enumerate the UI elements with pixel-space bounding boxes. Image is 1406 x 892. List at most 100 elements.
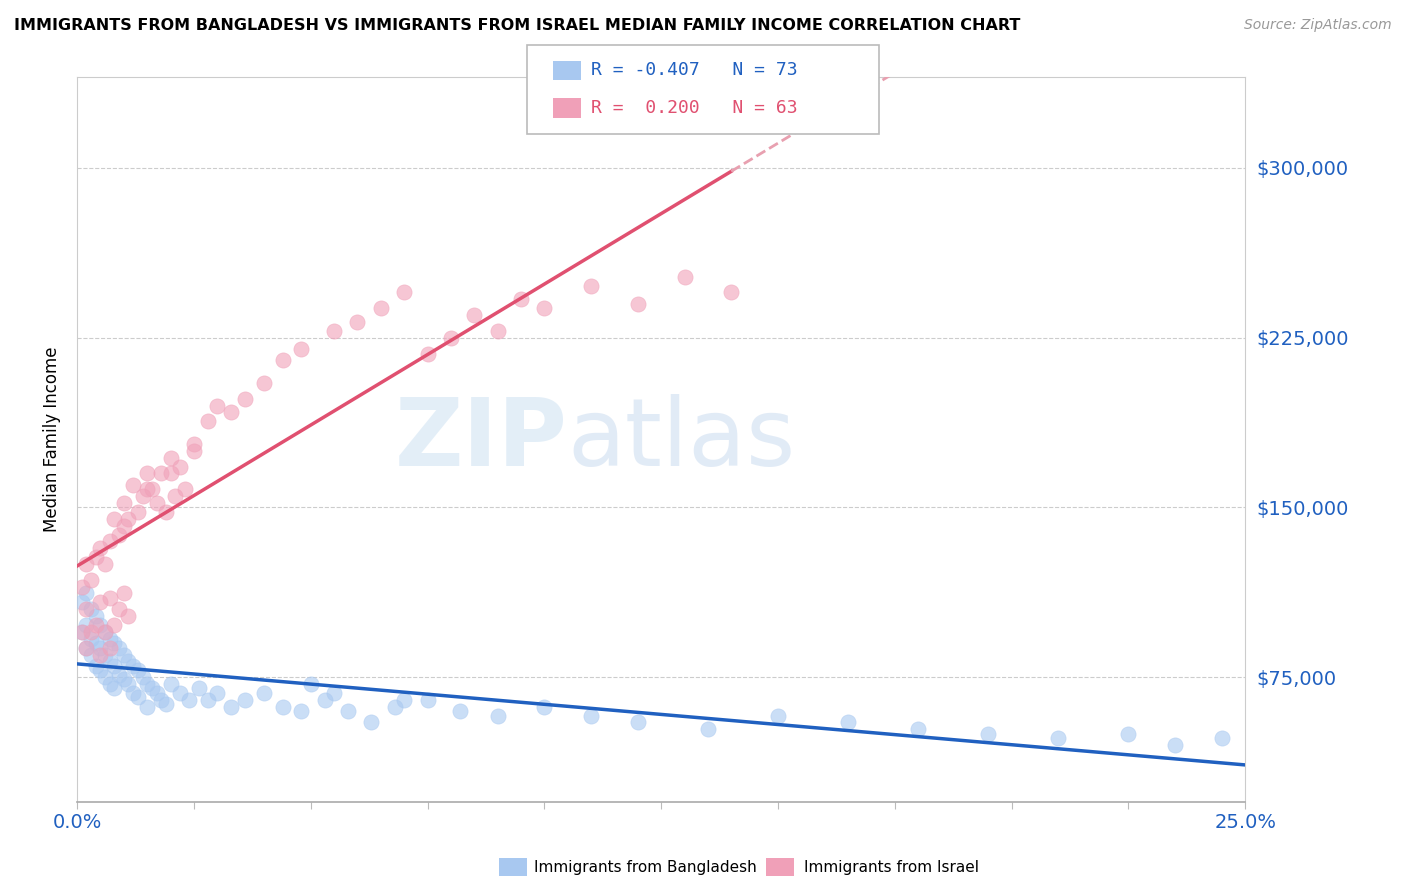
Point <box>98 632 121 646</box>
Point <box>84 618 107 632</box>
Text: ZIP: ZIP <box>395 393 568 485</box>
Point <box>165 489 187 503</box>
Point <box>89 595 111 609</box>
Point <box>1118 727 1140 741</box>
Y-axis label: Median Family Income: Median Family Income <box>44 347 60 533</box>
Point <box>219 405 242 419</box>
Point <box>98 677 121 691</box>
Point <box>696 722 718 736</box>
Point <box>384 699 406 714</box>
Point <box>416 692 439 706</box>
Point <box>207 686 229 700</box>
Point <box>627 297 650 311</box>
Point <box>75 640 97 655</box>
Point <box>127 690 149 705</box>
Point <box>136 483 159 497</box>
Point <box>1047 731 1070 746</box>
Point <box>370 301 392 316</box>
Point <box>141 483 163 497</box>
Point <box>108 527 131 541</box>
Point <box>271 353 294 368</box>
Point <box>75 640 97 655</box>
Point <box>103 512 125 526</box>
Point <box>122 658 145 673</box>
Point <box>183 443 205 458</box>
Point <box>103 618 125 632</box>
Point <box>486 324 509 338</box>
Point <box>98 640 121 655</box>
Point <box>837 715 859 730</box>
Point <box>112 518 135 533</box>
Point <box>579 708 602 723</box>
Point <box>131 670 153 684</box>
Point <box>207 399 229 413</box>
Point <box>187 681 209 696</box>
Point <box>98 534 121 549</box>
Point <box>720 285 742 300</box>
Point <box>98 654 121 668</box>
Point <box>112 648 135 662</box>
Point <box>122 686 145 700</box>
Point <box>141 681 163 696</box>
Point <box>416 346 439 360</box>
Point <box>150 692 173 706</box>
Point <box>84 658 107 673</box>
Point <box>197 414 219 428</box>
Point <box>579 278 602 293</box>
Point <box>89 618 111 632</box>
Point <box>449 704 471 718</box>
Point <box>136 677 159 691</box>
Point <box>510 292 533 306</box>
Point <box>145 496 167 510</box>
Point <box>80 624 103 639</box>
Point <box>136 699 159 714</box>
Point <box>486 708 509 723</box>
Point <box>440 331 463 345</box>
Point <box>112 496 135 510</box>
Point <box>103 681 125 696</box>
Point <box>346 315 368 329</box>
Point <box>533 301 555 316</box>
Point <box>103 658 125 673</box>
Text: R =  0.200   N = 63: R = 0.200 N = 63 <box>591 99 797 117</box>
Point <box>117 677 139 691</box>
Point <box>80 573 103 587</box>
Point <box>117 512 139 526</box>
Point <box>463 308 485 322</box>
Point <box>323 324 346 338</box>
Point <box>84 609 107 624</box>
Point <box>219 699 242 714</box>
Point <box>117 609 139 624</box>
Point <box>80 648 103 662</box>
Point <box>89 640 111 655</box>
Text: R = -0.407   N = 73: R = -0.407 N = 73 <box>591 62 797 79</box>
Legend:  <box>1227 85 1239 95</box>
Point <box>75 557 97 571</box>
Point <box>84 550 107 565</box>
Point <box>127 505 149 519</box>
Text: Immigrants from Israel: Immigrants from Israel <box>804 860 979 874</box>
Point <box>392 285 415 300</box>
Point <box>117 654 139 668</box>
Point <box>159 677 181 691</box>
Point <box>533 699 555 714</box>
Point <box>627 715 650 730</box>
Point <box>159 467 181 481</box>
Point <box>84 636 107 650</box>
Text: atlas: atlas <box>568 393 796 485</box>
Point <box>112 673 135 687</box>
Point <box>89 541 111 556</box>
Point <box>94 648 117 662</box>
Point <box>89 664 111 678</box>
Point <box>94 670 117 684</box>
Point <box>150 467 173 481</box>
Text: Source: ZipAtlas.com: Source: ZipAtlas.com <box>1244 18 1392 32</box>
Point <box>907 722 929 736</box>
Point <box>360 715 382 730</box>
Point <box>75 586 97 600</box>
Point <box>70 624 93 639</box>
Point <box>337 704 360 718</box>
Point <box>253 686 276 700</box>
Point <box>290 342 312 356</box>
Point <box>145 686 167 700</box>
